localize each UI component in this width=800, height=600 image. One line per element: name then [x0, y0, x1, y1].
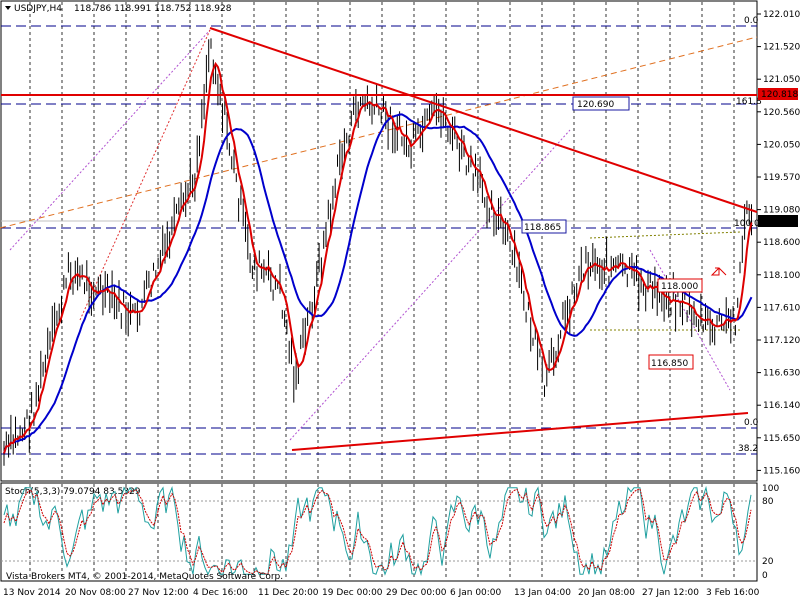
price-axis: 122.010 121.520 121.050 120.560 120.050 119.5… — [757, 10, 800, 476]
stoch-plot-frame — [0, 482, 758, 582]
price-tick: 120.050 — [763, 140, 800, 150]
time-tick: 20 Jan 08:00 — [578, 588, 635, 598]
symbol-label: USDJPY,H4 — [14, 4, 62, 14]
trendlines[interactable] — [1, 27, 758, 451]
current-price-label: 118.928 — [758, 215, 798, 227]
annotation-box-mid[interactable]: 118.865 — [521, 219, 567, 234]
svg-text:118.865: 118.865 — [524, 223, 561, 233]
annotation-box-right[interactable]: 118.000 — [657, 278, 703, 293]
stoch-tick-80: 80 — [762, 497, 774, 507]
svg-text:116.850: 116.850 — [651, 359, 688, 369]
time-tick: 4 Dec 16:00 — [193, 588, 248, 598]
ohlc-values: 118.786 118.991 118.752 118.928 — [74, 4, 232, 14]
fast-moving-average-line — [3, 61, 753, 454]
time-tick: 6 Jan 00:00 — [450, 588, 502, 598]
stoch-tick-0: 0 — [762, 571, 768, 581]
annotation-box-low[interactable]: 116.850 — [648, 354, 694, 370]
time-axis: 13 Nov 2014 20 Nov 08:00 27 Nov 12:00 4 Dec… — [3, 588, 760, 598]
main-plot-frame — [0, 0, 758, 482]
fib-level-161: 161.8 — [736, 97, 762, 107]
price-tick: 121.520 — [763, 43, 800, 53]
time-tick: 29 Dec 00:00 — [386, 588, 447, 598]
svg-text:120.690: 120.690 — [577, 100, 614, 110]
price-tick: 115.650 — [763, 434, 800, 444]
fib-level-38: 38.2 — [738, 444, 758, 454]
price-tick: 117.610 — [763, 303, 800, 313]
stoch-title: Stoch(5,3,3) 79.0794 83.5329 — [5, 487, 141, 497]
svg-text:120.818: 120.818 — [761, 90, 798, 100]
time-tick: 13 Jan 04:00 — [514, 588, 571, 598]
stoch-signal-line — [3, 488, 752, 575]
svg-text:118.928: 118.928 — [761, 217, 798, 227]
price-tick: 118.100 — [763, 271, 800, 281]
price-tick: 118.600 — [763, 238, 800, 248]
price-tick: 116.630 — [763, 369, 800, 379]
price-tick: 120.560 — [763, 108, 800, 118]
footer-copyright: Vista Brokers MT4, © 2001-2014, MetaQuot… — [6, 572, 283, 582]
fib-level-0-bottom: 0.0 — [744, 418, 759, 428]
annotation-box-high[interactable]: 120.690 — [572, 96, 630, 111]
resistance-price-label: 120.818 — [758, 88, 798, 100]
stoch-tick-100: 100 — [762, 484, 779, 494]
dropdown-arrow-icon[interactable] — [5, 6, 11, 10]
price-tick: 119.080 — [763, 206, 800, 216]
time-tick: 11 Dec 20:00 — [258, 588, 319, 598]
fib-level-100: 100.0 — [734, 219, 760, 229]
fib-level-0-top: 0.0 — [744, 16, 759, 26]
time-tick: 20 Nov 08:00 — [65, 588, 126, 598]
horizontal-lines — [1, 25, 757, 455]
time-tick: 19 Dec 00:00 — [322, 588, 383, 598]
price-tick: 122.010 — [763, 10, 800, 20]
slow-moving-average-line — [3, 113, 753, 454]
time-tick: 27 Jan 12:00 — [642, 588, 699, 598]
price-tick: 119.570 — [763, 173, 800, 183]
price-tick: 117.120 — [763, 336, 800, 346]
price-tick: 115.160 — [763, 466, 800, 476]
time-tick: 27 Nov 12:00 — [128, 588, 189, 598]
up-arrow-icon — [710, 267, 727, 276]
time-tick: 3 Feb 16:00 — [706, 588, 760, 598]
stoch-main-line — [3, 485, 752, 577]
price-tick: 116.140 — [763, 401, 800, 411]
price-tick: 121.050 — [763, 75, 800, 85]
svg-text:118.000: 118.000 — [661, 282, 698, 292]
time-tick: 13 Nov 2014 — [3, 588, 61, 598]
stoch-tick-20: 20 — [762, 557, 774, 567]
